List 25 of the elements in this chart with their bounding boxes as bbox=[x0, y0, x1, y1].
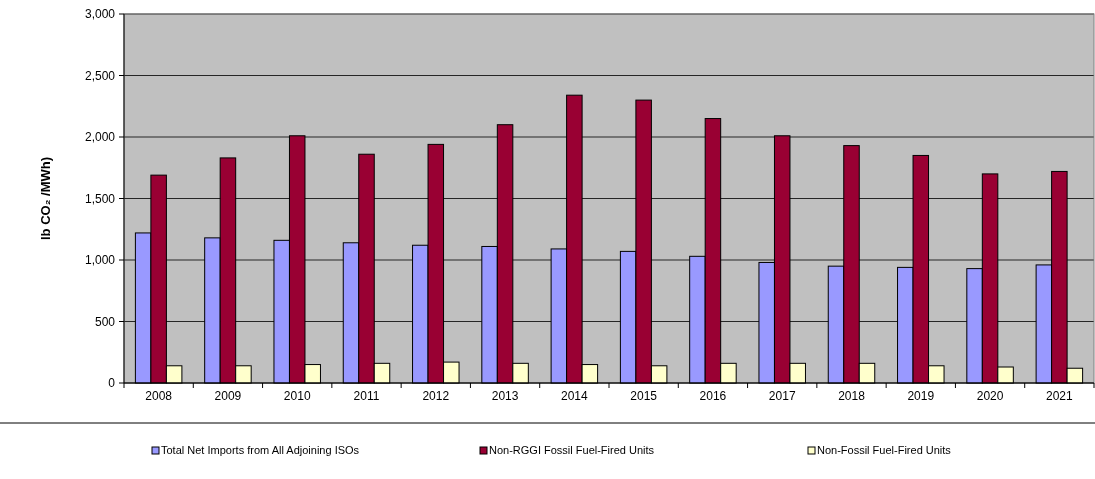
legend-label: Non-RGGI Fossil Fuel-Fired Units bbox=[489, 444, 655, 456]
y-tick-label: 2,500 bbox=[84, 68, 116, 83]
y-tick-label: 1,500 bbox=[84, 191, 116, 206]
x-tick-label: 2017 bbox=[768, 389, 796, 403]
x-tick-label: 2020 bbox=[976, 389, 1004, 403]
x-tick-label: 2010 bbox=[283, 389, 311, 403]
y-tick-label: 3,000 bbox=[84, 7, 116, 22]
x-tick-label: 2016 bbox=[699, 389, 727, 403]
y-tick-label: 2,000 bbox=[84, 130, 116, 145]
x-tick-label: 2008 bbox=[145, 389, 173, 403]
x-tick-label: 2013 bbox=[491, 389, 519, 403]
x-tick-label: 2011 bbox=[353, 389, 380, 403]
y-tick-label: 1,000 bbox=[84, 253, 116, 268]
legend-label: Total Net Imports from All Adjoining ISOs bbox=[161, 444, 360, 456]
legend-label: Non-Fossil Fuel-Fired Units bbox=[817, 444, 952, 456]
y-axis-title: lb CO₂ /MWh) bbox=[38, 156, 53, 241]
y-tick-label: 0 bbox=[108, 376, 116, 391]
x-tick-label: 2012 bbox=[422, 389, 450, 403]
y-tick-label: 500 bbox=[94, 314, 116, 329]
x-tick-label: 2015 bbox=[630, 389, 658, 403]
x-tick-label: 2021 bbox=[1046, 389, 1074, 403]
x-tick-label: 2018 bbox=[838, 389, 866, 403]
x-tick-label: 2014 bbox=[561, 389, 589, 403]
x-tick-label: 2009 bbox=[214, 389, 242, 403]
x-tick-label: 2019 bbox=[907, 389, 935, 403]
